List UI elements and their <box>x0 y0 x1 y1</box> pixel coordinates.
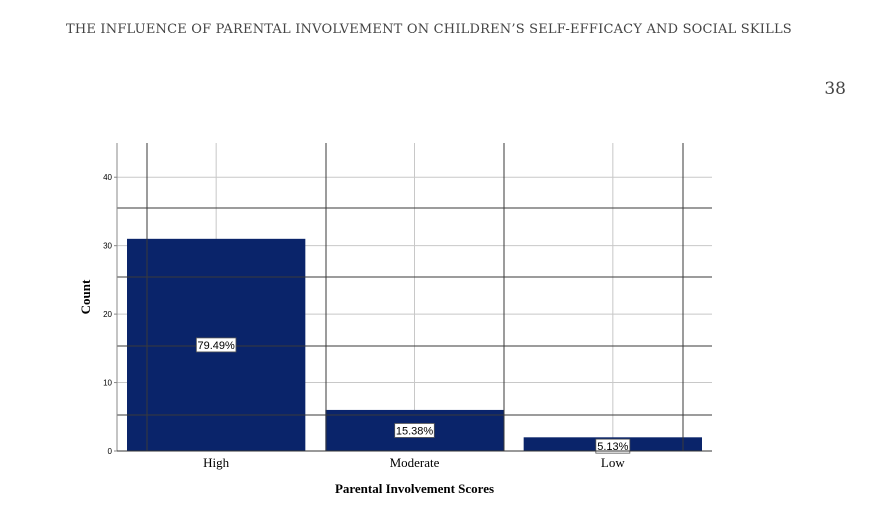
x-axis-title: Parental Involvement Scores <box>335 481 494 496</box>
data-labels: 79.49% 15.38% 5.13% <box>195 337 631 454</box>
y-tick-label: 30 <box>103 242 112 251</box>
page-number: 38 <box>824 79 846 99</box>
data-label: 79.49% <box>198 340 236 352</box>
y-tick-label: 20 <box>103 310 112 319</box>
y-axis-title: Count <box>78 279 93 314</box>
x-tick-label: Moderate <box>390 455 440 470</box>
y-tick-label: 40 <box>103 173 112 182</box>
y-tick-label: 10 <box>103 379 112 388</box>
data-label: 15.38% <box>396 425 434 437</box>
data-label-box <box>595 438 631 454</box>
running-head: THE INFLUENCE OF PARENTAL INVOLVEMENT ON… <box>66 22 792 37</box>
axes: 0 10 20 30 40 High Moderate Low <box>103 143 712 470</box>
x-tick-label: Low <box>601 455 625 470</box>
data-label: 5.13% <box>597 441 628 453</box>
data-label-box <box>394 423 435 438</box>
x-tick-label: High <box>203 455 230 470</box>
data-label-box <box>195 337 237 353</box>
y-tick-label: 0 <box>108 447 113 456</box>
